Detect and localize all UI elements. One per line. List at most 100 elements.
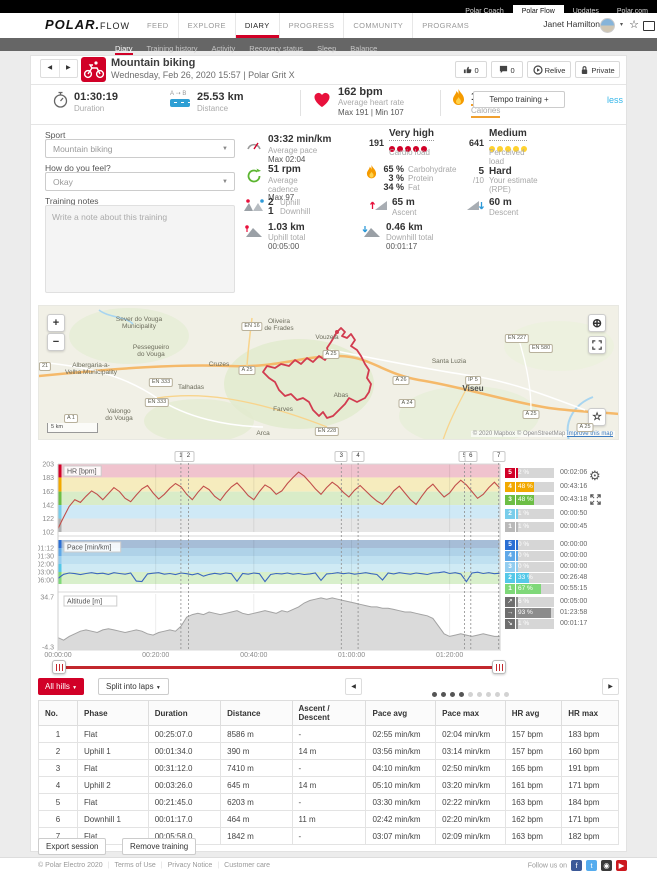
laps-column-header[interactable]: Distance bbox=[220, 700, 293, 726]
remove-training-button[interactable]: Remove training bbox=[122, 838, 197, 855]
time-range-slider[interactable] bbox=[58, 666, 500, 669]
subnav-item[interactable]: Balance bbox=[350, 44, 378, 53]
lap-cell: 00:31:12.0 bbox=[147, 759, 222, 777]
map-favorite-star-icon[interactable]: ☆ bbox=[588, 408, 606, 426]
lap-row[interactable]: 3 Flat 00:31:12.0 7410 m -04:10 min/km 02:50 … bbox=[37, 759, 619, 777]
nav-item-feed[interactable]: FEED bbox=[147, 21, 169, 30]
lap-row[interactable]: 6 Downhill 1 00:01:17.0 464 m 11 m 02:42 min/… bbox=[37, 810, 619, 828]
lap-cell: 163 bpm bbox=[504, 827, 563, 845]
map-zoom-out-button[interactable]: − bbox=[47, 333, 65, 351]
laps-page-dot[interactable] bbox=[441, 692, 446, 697]
slider-handle-left[interactable] bbox=[52, 660, 66, 674]
user-name[interactable]: Janet Hamilton bbox=[543, 19, 600, 29]
laps-page-dot[interactable] bbox=[468, 692, 473, 697]
feel-select[interactable]: Okay ▼ bbox=[45, 172, 235, 191]
chart-settings-gear-icon[interactable]: ⚙ bbox=[589, 468, 601, 483]
laps-page-next-button[interactable]: ▶ bbox=[602, 678, 619, 695]
subnav-item[interactable]: Recovery status bbox=[249, 44, 304, 53]
relive-button[interactable]: Relive bbox=[527, 61, 571, 78]
youtube-icon[interactable]: ▶ bbox=[616, 860, 627, 871]
protein-label: Protein bbox=[408, 174, 434, 183]
laps-column-header[interactable]: HR avg bbox=[504, 700, 563, 726]
laps-page-dot[interactable] bbox=[450, 692, 455, 697]
zone-legend-row: 4 48 % 00:43:16 bbox=[505, 481, 620, 492]
lap-row[interactable]: 7 Flat 00:05:58.0 1842 m -03:07 min/km 02:09 … bbox=[37, 827, 619, 845]
chevron-down-icon[interactable]: ▾ bbox=[619, 22, 623, 28]
facebook-icon[interactable]: f bbox=[571, 860, 582, 871]
polar-logo[interactable]: POLAR. bbox=[45, 17, 101, 32]
fat-pct: 34 % bbox=[383, 182, 404, 192]
lap-row[interactable]: 1 Flat 00:25:07.0 8586 m -02:55 min/km 02:04 … bbox=[37, 725, 619, 743]
hr-zone-badge: 3 bbox=[505, 495, 515, 506]
subnav-item[interactable]: Training history bbox=[146, 44, 198, 53]
footer-link[interactable]: Privacy Notice bbox=[167, 862, 213, 869]
zone-time: 00:00:00 bbox=[560, 563, 588, 570]
lap-row[interactable]: 2 Uphill 1 00:01:34.0 390 m 14 m 03:56 min/km… bbox=[37, 742, 619, 760]
laps-column-header[interactable]: Pace max bbox=[435, 700, 506, 726]
zone-time: 00:43:16 bbox=[560, 482, 588, 490]
nav-item-progress[interactable]: PROGRESS bbox=[278, 13, 344, 38]
lap-row[interactable]: 5 Flat 00:21:45.0 6203 m -03:30 min/km 02:22 … bbox=[37, 793, 619, 811]
laps-page-dot[interactable] bbox=[495, 692, 500, 697]
laps-column-header[interactable]: No. bbox=[37, 700, 79, 726]
training-notes-input[interactable]: Write a note about this training bbox=[45, 205, 235, 293]
perceived-load-dots bbox=[489, 139, 529, 157]
laps-page-dot[interactable] bbox=[504, 692, 509, 697]
target-button[interactable]: Tempo training + bbox=[473, 91, 565, 108]
laps-column-header[interactable]: Pace avg bbox=[365, 700, 437, 726]
slider-handle-right[interactable] bbox=[492, 660, 506, 674]
export-session-button[interactable]: Export session bbox=[38, 838, 107, 855]
notifications-icon[interactable] bbox=[643, 21, 655, 31]
improve-map-link[interactable]: Improve this map bbox=[566, 431, 613, 437]
favorites-star-icon[interactable]: ☆ bbox=[629, 19, 639, 31]
sport-select[interactable]: Mountain biking ▼ bbox=[45, 139, 235, 158]
laps-page-dot[interactable] bbox=[459, 692, 464, 697]
laps-column-header[interactable]: HR max bbox=[561, 700, 619, 726]
divider bbox=[31, 124, 626, 125]
footer-link[interactable]: Customer care bbox=[224, 862, 271, 869]
laps-column-header[interactable]: Duration bbox=[147, 700, 222, 726]
nav-item-programs[interactable]: PROGRAMS bbox=[412, 13, 478, 38]
nav-item-explore[interactable]: EXPLORE bbox=[177, 13, 235, 38]
charts-panel[interactable]: 203 183 162 142 122 102 01:12 01:30 02:00 03:00 06… bbox=[36, 450, 619, 654]
laps-page-dot[interactable] bbox=[432, 692, 437, 697]
hills-filter-button[interactable]: All hills ▼ bbox=[38, 678, 85, 695]
avatar[interactable] bbox=[600, 18, 615, 33]
avg-pace-value: 03:32 min/km bbox=[268, 134, 332, 145]
route-map[interactable]: + − ⊕ ☆ 5 km © 2020 Mapbox © OpenStreetM… bbox=[38, 305, 619, 440]
topbar-link[interactable]: Polar Coach bbox=[465, 8, 504, 15]
zone-bar: 0 % bbox=[516, 562, 554, 572]
topbar-link[interactable]: Polar.com bbox=[616, 8, 648, 15]
footer-link[interactable]: Terms of Use bbox=[114, 862, 156, 869]
fat-label: Fat bbox=[408, 183, 420, 192]
prev-session-button[interactable]: ◀ bbox=[41, 60, 60, 77]
like-button[interactable]: 0 bbox=[455, 61, 487, 78]
zone-time: 01:23:58 bbox=[560, 609, 588, 616]
topbar-link[interactable]: Updates bbox=[572, 8, 599, 15]
next-session-button[interactable]: ▶ bbox=[65, 65, 71, 71]
map-fullscreen-icon[interactable] bbox=[588, 336, 606, 354]
laps-page-prev-button[interactable]: ◀ bbox=[345, 678, 362, 695]
subnav-item[interactable]: Sleep bbox=[317, 44, 337, 53]
comments-button[interactable]: 0 bbox=[491, 61, 523, 78]
private-button[interactable]: Private bbox=[575, 61, 620, 78]
lap-row[interactable]: 4 Uphill 2 00:03:26.0 645 m 14 m 05:10 min/km… bbox=[37, 776, 619, 794]
instagram-icon[interactable]: ◉ bbox=[601, 860, 612, 871]
chart-expand-icon[interactable] bbox=[590, 492, 601, 510]
laps-page-dot[interactable] bbox=[477, 692, 482, 697]
subnav-item[interactable]: Diary bbox=[115, 44, 133, 53]
laps-column-header[interactable]: Ascent / Descent bbox=[291, 700, 367, 726]
less-link[interactable]: less bbox=[607, 95, 624, 105]
map-style-icon[interactable]: ⊕ bbox=[588, 314, 606, 332]
divider bbox=[300, 90, 301, 116]
nav-item-community[interactable]: COMMUNITY bbox=[343, 13, 412, 38]
subnav-item[interactable]: Activity bbox=[211, 44, 236, 53]
laps-column-header[interactable]: Phase bbox=[77, 700, 149, 726]
twitter-icon[interactable]: t bbox=[586, 860, 597, 871]
road-shield: EN 333 bbox=[144, 398, 170, 407]
laps-page-dot[interactable] bbox=[486, 692, 491, 697]
nav-item-diary[interactable]: DIARY bbox=[234, 13, 279, 38]
zone-legend-row: 1 67 % 00:55:15 bbox=[505, 584, 620, 594]
map-zoom-in-button[interactable]: + bbox=[47, 314, 65, 332]
split-into-laps-button[interactable]: Split into laps ▼ bbox=[98, 678, 169, 695]
